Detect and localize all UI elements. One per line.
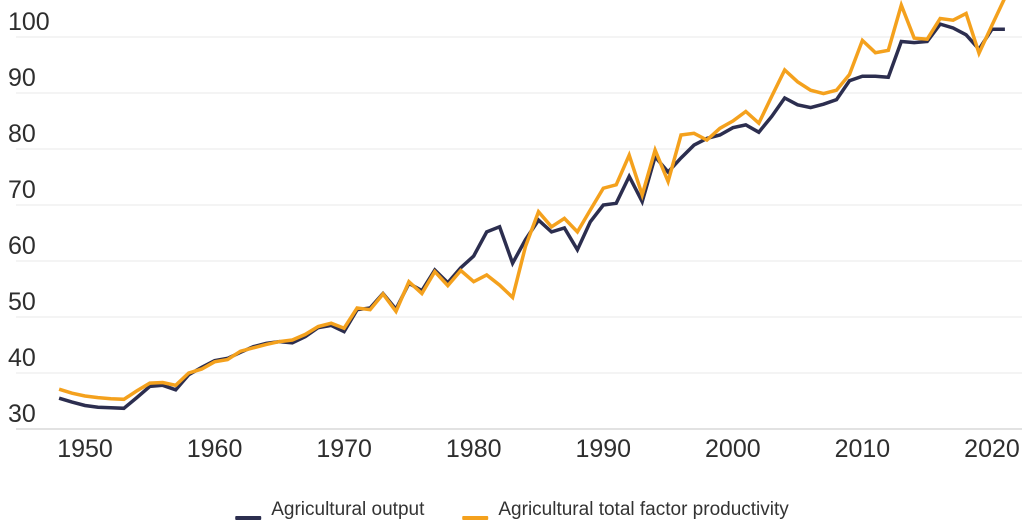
series-line-agricultural-output [58,22,1005,411]
legend-swatch-tfp [462,516,489,520]
x-axis-tick-label: 2020 [964,435,1020,463]
legend-item-output: Agricultural output [235,500,424,520]
y-axis-tick-label: 60 [8,232,36,260]
x-axis-tick-label: 1950 [57,435,113,463]
x-axis-tick-label: 1990 [575,435,631,463]
y-axis-tick-label: 30 [8,400,36,428]
y-axis-tick-label: 40 [8,344,36,372]
legend-swatch-output [235,516,262,520]
y-axis-tick-label: 90 [8,64,36,92]
y-axis-tick-label: 50 [8,288,36,316]
x-axis-tick-label: 1980 [446,435,502,463]
x-axis-tick-label: 1970 [316,435,372,463]
x-axis-tick-label: 1960 [187,435,243,463]
y-axis-tick-label: 70 [8,176,36,204]
x-axis-tick-label: 2010 [835,435,891,463]
y-axis-tick-label: 100 [8,8,50,36]
y-axis-tick-label: 80 [8,120,36,148]
chart-legend: Agricultural output Agricultural total f… [235,500,789,520]
series-line-agricultural-total-factor-productivity [58,0,1006,402]
legend-label-tfp: Agricultural total factor productivity [498,499,789,520]
legend-item-tfp: Agricultural total factor productivity [462,499,789,520]
x-axis-tick-label: 2000 [705,435,761,463]
legend-label-output: Agricultural output [271,499,425,520]
